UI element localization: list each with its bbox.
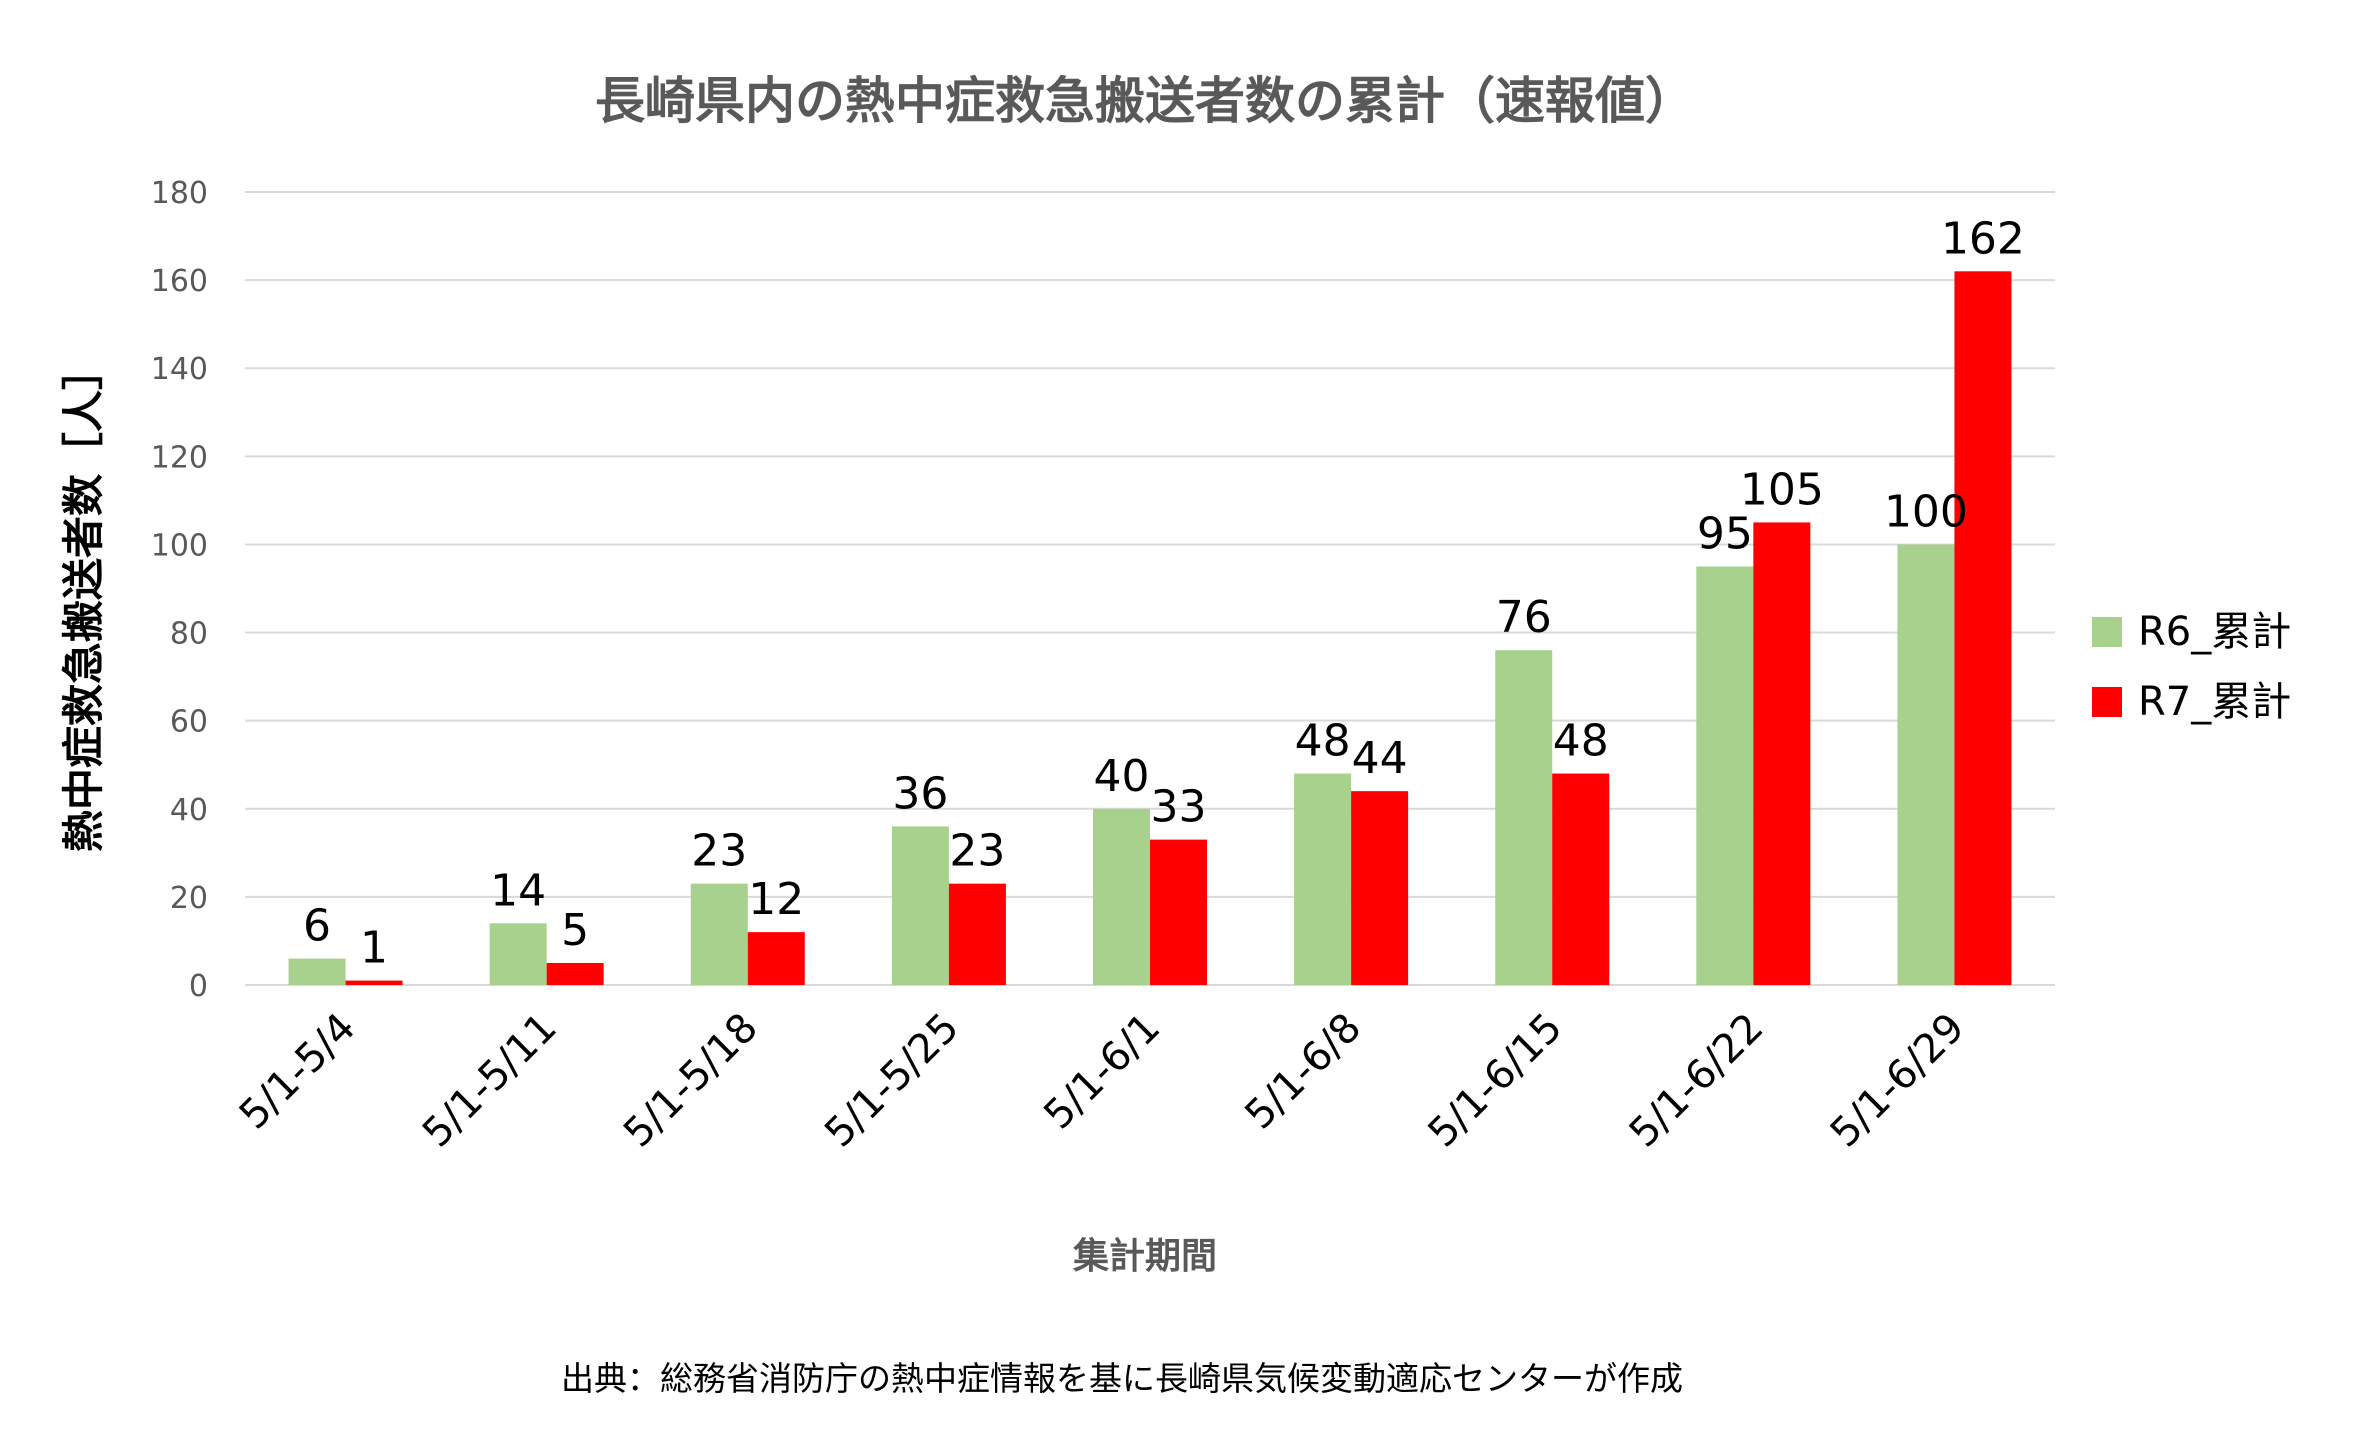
y-tick-label: 40 [170,793,208,828]
legend-label: R7_累計 [2138,679,2291,725]
y-axis-label: 熱中症救急搬送者数［人］ [59,348,108,852]
bar-r6 [489,923,547,985]
data-label: 23 [691,826,747,877]
bar-r7 [948,883,1006,985]
x-tick-label: 5/1-5/4 [231,1005,365,1139]
bar-r7 [1552,773,1610,985]
legend-swatch [2092,617,2122,647]
data-label: 40 [1094,751,1150,802]
legend-label: R6_累計 [2138,609,2291,655]
data-label: 36 [892,768,948,819]
y-tick-label: 120 [151,440,208,475]
data-label: 76 [1496,592,1552,643]
data-label: 23 [949,826,1005,877]
x-tick-label: 5/1-6/8 [1236,1005,1370,1139]
bar-r6 [1696,566,1754,985]
bar-r6 [1495,650,1553,985]
data-label: 5 [561,905,589,956]
y-tick-label: 80 [170,617,208,652]
bar-r6 [1897,544,1955,985]
y-tick-label: 180 [151,176,208,211]
bar-r7 [1150,839,1207,985]
data-label: 95 [1697,508,1753,559]
x-tick-label: 5/1-6/29 [1822,1005,1974,1157]
bar-r7 [1753,522,1811,985]
x-tick-label: 5/1-6/22 [1621,1005,1773,1157]
bar-r7 [345,980,403,985]
x-tick-label: 5/1-6/1 [1035,1005,1169,1139]
x-tick-label: 5/1-6/15 [1420,1005,1572,1157]
bars [288,271,2012,985]
bar-r6 [288,958,346,985]
source-note: 出典：総務省消防庁の熱中症情報を基に長崎県気候変動適応センターが作成 [561,1359,1683,1398]
bar-r7 [1351,791,1409,985]
data-label: 100 [1884,486,1968,537]
bar-r7 [747,932,805,985]
y-tick-label: 100 [151,528,208,563]
data-label: 162 [1941,213,2025,264]
bar-r6 [690,883,748,985]
y-tick-label: 20 [170,881,208,916]
bar-r7 [1954,271,2012,985]
x-axis-label: 集計期間 [1072,1236,1217,1277]
data-label: 44 [1352,733,1408,784]
data-label: 6 [303,901,331,952]
x-tick-label: 5/1-5/11 [414,1005,566,1157]
data-label: 14 [490,865,546,916]
x-tick-label: 5/1-5/18 [615,1005,767,1157]
chart-title: 長崎県内の熱中症救急搬送者数の累計（速報値） [595,72,1695,130]
x-tick-label: 5/1-5/25 [816,1005,968,1157]
data-label: 33 [1151,782,1207,833]
bar-r6 [891,826,949,985]
bar-r6 [1294,773,1352,985]
y-tick-label: 140 [151,352,208,387]
y-tick-label: 160 [151,264,208,299]
data-label: 48 [1295,716,1351,767]
bar-r6 [1093,808,1150,985]
data-label: 1 [360,923,388,974]
bar-r7 [546,962,604,985]
gridlines [245,191,2055,986]
legend-swatch [2092,687,2122,717]
data-label: 12 [748,874,804,925]
y-tick-label: 0 [189,969,208,1004]
data-label: 48 [1553,716,1609,767]
x-axis-ticks: 5/1-5/4 5/1-5/11 5/1-5/18 5/1-5/25 5/1-6/1 5/… [231,1005,1974,1157]
legend: R6_累計 R7_累計 [2092,609,2291,725]
data-label: 105 [1740,464,1824,515]
y-tick-label: 60 [170,705,208,740]
y-axis-ticks: 0 20 40 60 80 100 120 140 160 180 [151,176,208,1004]
